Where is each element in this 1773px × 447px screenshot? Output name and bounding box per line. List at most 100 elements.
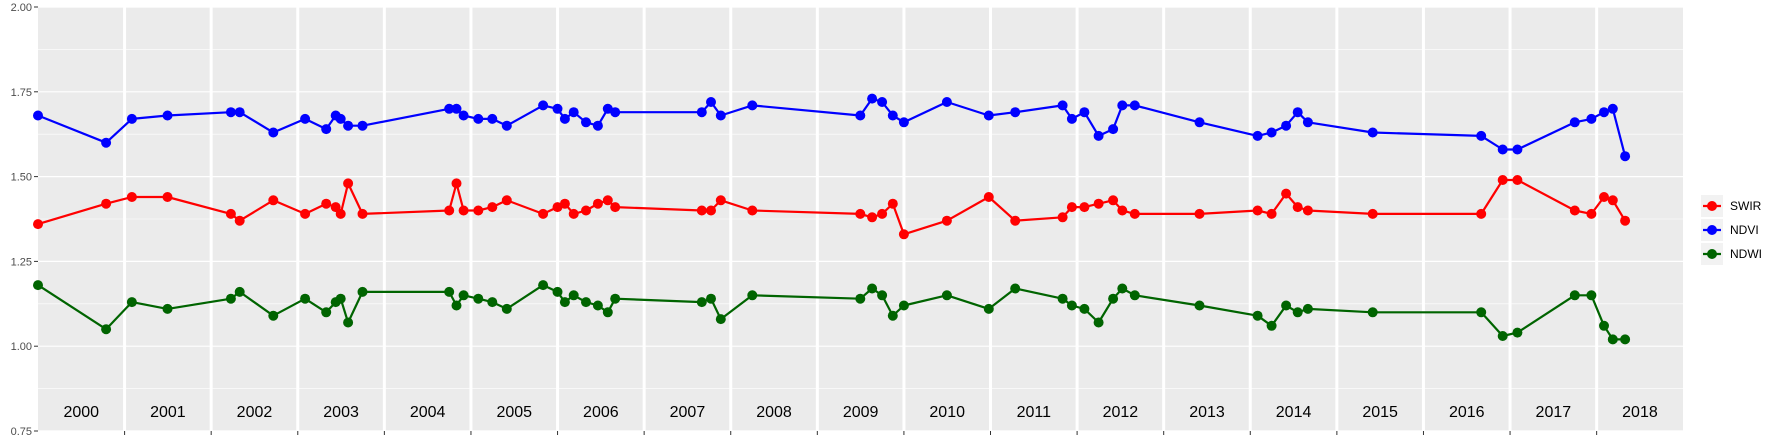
data-point-ndwi [1569,290,1580,301]
data-point-ndvi [1281,120,1292,131]
data-point-ndvi [592,120,603,131]
data-point-ndvi [552,103,563,114]
data-point-ndwi [592,300,603,311]
year-label: 2012 [1103,404,1139,421]
data-point-ndvi [33,110,43,121]
data-point-ndvi [1266,127,1277,138]
data-point-ndwi [1079,303,1090,314]
data-point-ndwi [581,297,591,308]
y-tick-label: 1.00 [11,341,32,353]
data-point-swir [300,208,311,219]
data-point-swir [1108,195,1119,206]
data-point-ndwi [33,280,43,291]
data-point-ndwi [1607,334,1618,345]
data-point-swir [696,205,707,216]
data-point-swir [101,198,112,209]
data-point-ndwi [225,293,236,304]
data-point-swir [1302,205,1313,216]
data-point-swir [1117,205,1128,216]
data-point-ndwi [300,293,311,304]
data-point-ndwi [706,293,716,304]
data-point-ndvi [162,110,173,121]
data-point-ndvi [983,110,994,121]
data-point-ndvi [1292,107,1303,118]
year-label: 2010 [929,404,965,421]
data-point-swir [1010,215,1021,226]
y-tick-label: 1.75 [11,87,32,99]
legend-key-point [1707,225,1717,235]
year-label: 2001 [150,404,186,421]
data-point-ndvi [1569,117,1580,128]
data-point-swir [1569,205,1580,216]
data-point-ndwi [101,324,112,335]
data-point-ndvi [568,107,579,118]
year-label: 2013 [1189,404,1225,421]
data-point-swir [1129,208,1140,219]
data-point-ndwi [538,280,549,291]
year-label: 2003 [323,404,359,421]
data-point-swir [983,192,994,202]
data-point-ndvi [1057,100,1068,111]
data-point-ndvi [473,113,484,124]
data-point-swir [321,198,332,209]
data-point-swir [568,208,579,219]
data-point-swir [1586,208,1597,219]
data-point-ndwi [458,290,469,301]
data-point-ndwi [610,293,621,304]
data-point-ndvi [451,103,462,114]
data-point-ndvi [1079,107,1090,118]
data-point-ndwi [1129,290,1140,301]
data-point-ndvi [487,113,498,124]
data-point-ndvi [268,127,279,138]
year-label: 2015 [1362,404,1398,421]
data-point-ndvi [1586,113,1597,124]
data-point-swir [335,208,346,219]
data-point-ndvi [1607,103,1618,114]
data-point-ndvi [559,113,570,124]
data-point-swir [473,205,484,216]
data-point-swir [225,208,236,219]
data-point-ndwi [487,297,498,308]
data-point-ndwi [983,303,994,314]
data-point-swir [343,178,354,189]
data-point-ndvi [696,107,707,118]
data-point-ndwi [568,290,579,301]
legend-key-point [1707,201,1717,211]
data-point-swir [1066,202,1077,213]
data-point-ndwi [1093,317,1104,328]
data-point-swir [357,208,368,219]
data-point-ndvi [1194,117,1205,128]
data-point-ndvi [501,120,512,131]
data-point-ndvi [343,120,354,131]
data-point-ndwi [1281,300,1292,311]
data-point-ndvi [715,110,726,121]
data-point-ndvi [887,110,898,121]
data-point-ndvi [1252,130,1263,141]
data-point-swir [501,195,512,206]
data-point-ndvi [610,107,621,118]
data-point-ndwi [1117,283,1128,294]
data-point-ndwi [1302,303,1313,314]
data-point-ndvi [1129,100,1140,111]
year-label: 2014 [1276,404,1312,421]
data-point-swir [1093,198,1104,209]
data-point-ndvi [1108,124,1119,135]
data-point-ndwi [335,293,346,304]
data-point-swir [592,198,603,209]
data-point-swir [487,202,498,213]
data-point-ndvi [101,137,112,148]
data-point-ndwi [501,303,512,314]
legend-label-ndwi: NDWI [1730,247,1762,261]
data-point-ndwi [1586,290,1597,301]
year-label: 2011 [1017,404,1052,421]
data-point-ndwi [552,286,563,297]
data-point-swir [234,215,245,226]
data-point-swir [610,202,621,213]
data-point-ndwi [444,286,455,297]
data-point-ndwi [559,297,570,308]
data-point-ndvi [1367,127,1378,138]
legend-key-point [1707,249,1717,259]
data-point-swir [538,208,549,219]
